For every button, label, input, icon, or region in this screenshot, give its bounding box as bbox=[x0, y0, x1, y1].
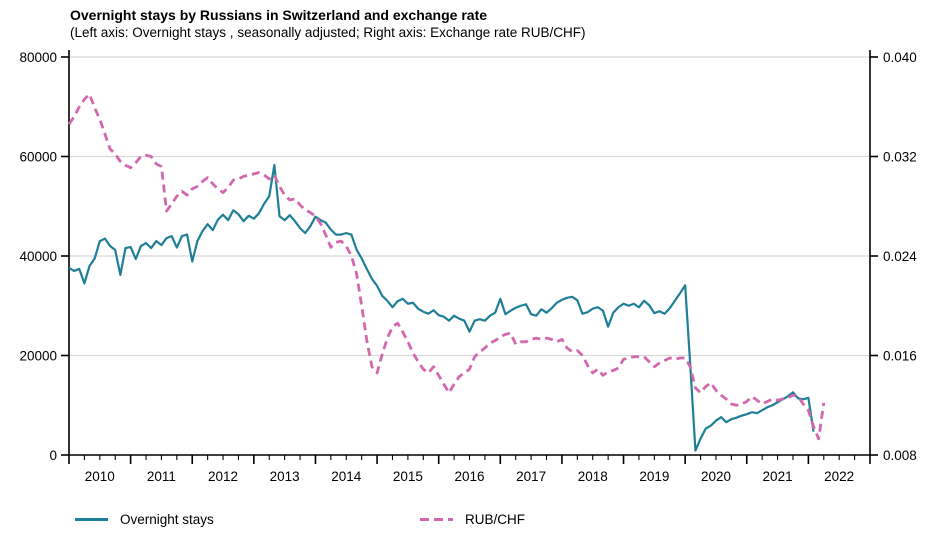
svg-text:2015: 2015 bbox=[393, 469, 423, 484]
series-line-rub-chf bbox=[67, 92, 826, 441]
axis-tick-labels: 0 20000 40000 60000 80000 0.008 0.016 0.024 0.03… bbox=[19, 50, 917, 484]
legend-overnight-stays: Overnight stays bbox=[75, 509, 214, 529]
svg-text:60000: 60000 bbox=[19, 149, 57, 164]
axes bbox=[68, 50, 871, 456]
legend-rub-chf: RUB/CHF bbox=[420, 509, 525, 529]
svg-text:2018: 2018 bbox=[578, 469, 608, 484]
svg-text:80000: 80000 bbox=[19, 50, 57, 65]
svg-text:2013: 2013 bbox=[270, 469, 300, 484]
svg-text:2016: 2016 bbox=[454, 469, 484, 484]
svg-text:2017: 2017 bbox=[516, 469, 546, 484]
data-series-lines bbox=[67, 92, 826, 452]
chart-legend: Overnight stays RUB/CHF bbox=[0, 509, 930, 533]
svg-text:2011: 2011 bbox=[147, 469, 176, 484]
legend-label-overnight-stays: Overnight stays bbox=[120, 511, 214, 527]
axis-ticks bbox=[61, 56, 878, 464]
legend-label-rub-chf: RUB/CHF bbox=[465, 511, 525, 527]
svg-text:0.032: 0.032 bbox=[883, 149, 917, 164]
svg-text:0.024: 0.024 bbox=[883, 249, 917, 264]
svg-text:0.008: 0.008 bbox=[883, 448, 917, 463]
svg-text:2012: 2012 bbox=[208, 469, 238, 484]
chart-title: Overnight stays by Russians in Switzerla… bbox=[70, 7, 488, 23]
svg-text:0.040: 0.040 bbox=[883, 50, 917, 65]
svg-text:40000: 40000 bbox=[19, 249, 57, 264]
svg-text:2020: 2020 bbox=[701, 469, 731, 484]
series-line-overnight-stays bbox=[68, 163, 815, 452]
svg-text:2010: 2010 bbox=[85, 469, 115, 484]
gridlines bbox=[69, 56, 870, 357]
svg-text:2022: 2022 bbox=[824, 469, 854, 484]
svg-text:0.016: 0.016 bbox=[883, 348, 917, 363]
svg-text:2021: 2021 bbox=[763, 469, 793, 484]
chart-subtitle: (Left axis: Overnight stays , seasonally… bbox=[70, 25, 586, 40]
overnight-stays-line-swatch bbox=[75, 517, 108, 521]
svg-text:2019: 2019 bbox=[639, 469, 669, 484]
svg-text:0: 0 bbox=[49, 448, 57, 463]
rub-chf-line-swatch bbox=[420, 517, 453, 521]
svg-text:20000: 20000 bbox=[19, 348, 57, 363]
svg-text:2014: 2014 bbox=[331, 469, 362, 484]
